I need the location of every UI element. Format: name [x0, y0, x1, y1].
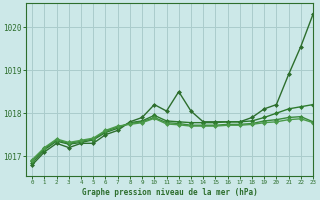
- X-axis label: Graphe pression niveau de la mer (hPa): Graphe pression niveau de la mer (hPa): [82, 188, 258, 197]
